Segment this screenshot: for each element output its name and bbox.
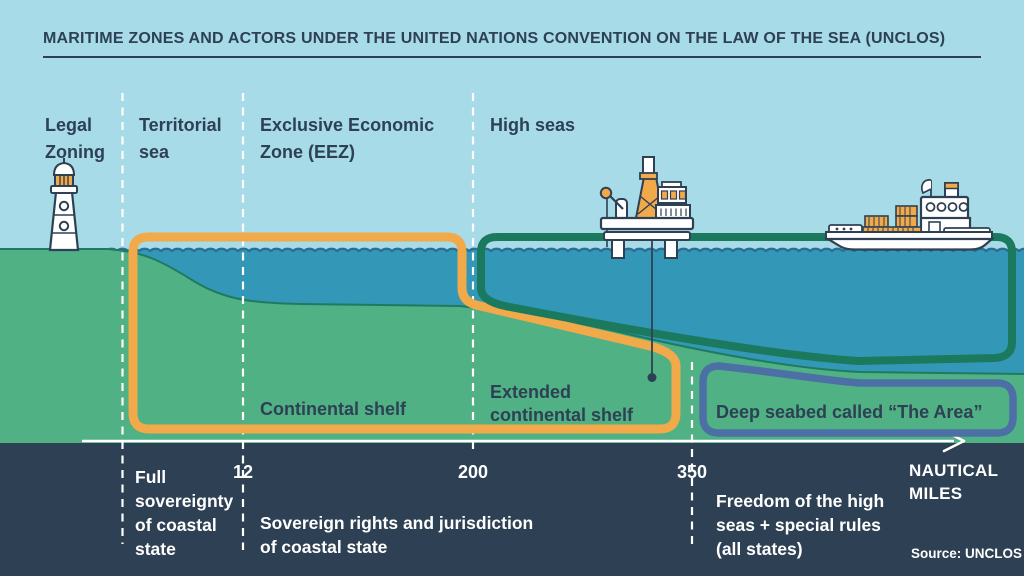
ship-hull — [824, 237, 995, 251]
footer-band — [0, 443, 1024, 576]
zone-divider-lines — [121, 93, 694, 550]
note-freedom-high-seas: Freedom of the high seas + special rules… — [716, 491, 885, 559]
note-sovereign-rights: Sovereign rights and jurisdiction of coa… — [260, 513, 534, 557]
high-seas-outline — [477, 233, 1016, 365]
zone-label-eez: Exclusive Economic Zone (EEZ) — [260, 115, 435, 162]
source-credit: Source: UNCLOS — [911, 546, 1023, 561]
axis-tick-12: 12 — [232, 462, 254, 482]
cargo-ship-icon — [824, 179, 995, 251]
label-deep-seabed-the-area: Deep seabed called “The Area” — [716, 402, 983, 422]
label-extended-continental-shelf: Extended continental shelf — [490, 382, 634, 425]
drill-bit-dot — [647, 373, 657, 382]
note-full-sovereignty: Full sovereignty of coastal state — [135, 467, 234, 559]
sea-wave-line — [104, 247, 1024, 253]
continental-shelf-outline — [128, 232, 681, 434]
sea-wave-fill — [106, 248, 1024, 262]
seabed-fill — [0, 249, 1024, 444]
zone-label-territorial-sea: Territorial sea — [139, 115, 222, 162]
oil-rig-icon — [599, 156, 695, 382]
lighthouse-icon — [48, 158, 80, 252]
zone-label-legal-zoning: Legal Zoning — [45, 115, 105, 162]
page-title: MARITIME ZONES AND ACTORS UNDER THE UNIT… — [43, 30, 981, 58]
axis-tick-350: 350 — [676, 462, 708, 482]
axis-unit-label: NAUTICAL MILES — [909, 461, 999, 503]
zone-label-high-seas: High seas — [490, 115, 576, 135]
the-area-outline — [699, 362, 1017, 437]
axis-tick-200: 200 — [457, 462, 489, 482]
ship-flag-icon — [921, 179, 932, 195]
label-continental-shelf: Continental shelf — [260, 399, 407, 419]
